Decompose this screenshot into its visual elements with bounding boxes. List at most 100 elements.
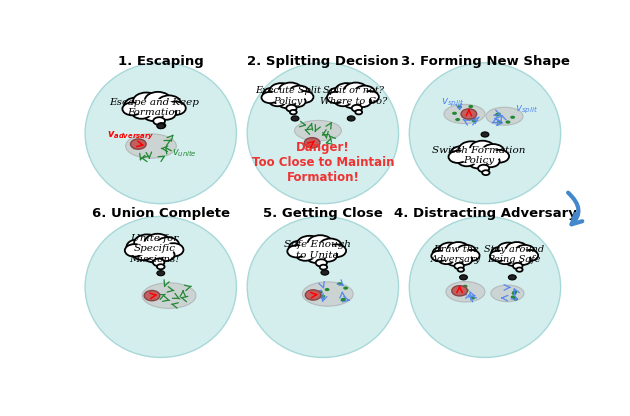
- Circle shape: [153, 117, 165, 125]
- Text: Danger!
Too Close to Maintain
Formation!: Danger! Too Close to Maintain Formation!: [251, 141, 394, 184]
- Circle shape: [498, 243, 519, 257]
- Circle shape: [464, 289, 469, 292]
- Circle shape: [439, 243, 461, 257]
- Circle shape: [495, 113, 500, 116]
- Circle shape: [438, 254, 454, 264]
- Ellipse shape: [85, 63, 236, 204]
- Circle shape: [261, 92, 278, 103]
- Circle shape: [157, 271, 164, 276]
- Circle shape: [450, 146, 472, 160]
- Circle shape: [287, 245, 306, 258]
- Circle shape: [134, 234, 160, 251]
- Circle shape: [289, 86, 309, 99]
- Circle shape: [508, 275, 516, 280]
- Circle shape: [482, 170, 490, 175]
- Circle shape: [328, 88, 348, 101]
- Ellipse shape: [135, 240, 175, 258]
- Ellipse shape: [446, 282, 485, 302]
- FancyArrowPatch shape: [568, 193, 582, 224]
- Circle shape: [319, 238, 341, 253]
- Ellipse shape: [336, 89, 370, 104]
- Circle shape: [335, 95, 352, 106]
- Circle shape: [512, 290, 517, 293]
- Ellipse shape: [498, 248, 530, 262]
- Circle shape: [505, 121, 510, 124]
- Circle shape: [133, 92, 159, 110]
- Text: 3. Forming New Shape: 3. Forming New Shape: [401, 54, 570, 68]
- Circle shape: [144, 250, 163, 262]
- Circle shape: [432, 251, 447, 261]
- Circle shape: [447, 255, 463, 266]
- Text: 5. Getting Close: 5. Getting Close: [263, 207, 383, 220]
- Ellipse shape: [302, 282, 353, 306]
- Circle shape: [156, 248, 175, 261]
- Circle shape: [320, 265, 327, 270]
- Circle shape: [513, 297, 518, 301]
- Circle shape: [343, 97, 361, 108]
- Circle shape: [122, 102, 142, 115]
- Circle shape: [452, 112, 457, 115]
- Ellipse shape: [486, 107, 523, 125]
- Circle shape: [490, 251, 506, 261]
- Circle shape: [326, 244, 346, 257]
- Ellipse shape: [491, 285, 524, 302]
- Ellipse shape: [410, 216, 561, 357]
- Circle shape: [290, 110, 297, 114]
- Circle shape: [481, 155, 500, 167]
- Circle shape: [452, 286, 467, 296]
- Text: Unite for
Specific
Missions!: Unite for Specific Missions!: [129, 234, 180, 264]
- Ellipse shape: [295, 120, 341, 141]
- Circle shape: [306, 290, 321, 300]
- Circle shape: [263, 88, 283, 101]
- Circle shape: [462, 285, 467, 288]
- Circle shape: [127, 240, 149, 254]
- Circle shape: [307, 251, 325, 263]
- Text: $\bfit{v}_{adversary}$: $\bfit{v}_{adversary}$: [107, 130, 154, 143]
- Circle shape: [449, 151, 467, 163]
- Circle shape: [343, 287, 348, 290]
- Circle shape: [153, 259, 164, 266]
- Circle shape: [469, 156, 487, 168]
- Circle shape: [347, 116, 355, 121]
- Circle shape: [321, 270, 329, 275]
- Circle shape: [132, 106, 151, 119]
- Circle shape: [459, 141, 484, 158]
- Circle shape: [460, 275, 467, 280]
- Circle shape: [291, 116, 299, 121]
- Circle shape: [512, 292, 517, 295]
- Ellipse shape: [142, 283, 196, 308]
- Circle shape: [497, 254, 513, 264]
- Circle shape: [125, 244, 144, 257]
- Circle shape: [165, 102, 186, 115]
- Circle shape: [455, 118, 460, 121]
- Circle shape: [478, 165, 489, 172]
- Circle shape: [144, 290, 160, 301]
- Circle shape: [156, 237, 179, 252]
- Ellipse shape: [410, 63, 561, 204]
- Circle shape: [522, 250, 538, 261]
- Circle shape: [289, 241, 311, 255]
- Ellipse shape: [270, 89, 305, 104]
- Ellipse shape: [85, 216, 236, 357]
- Text: $v_{unite}$: $v_{unite}$: [171, 148, 197, 159]
- Circle shape: [295, 91, 314, 103]
- Circle shape: [496, 112, 501, 116]
- Circle shape: [319, 250, 337, 262]
- Circle shape: [145, 92, 171, 109]
- Circle shape: [345, 82, 367, 98]
- Circle shape: [461, 292, 465, 295]
- Circle shape: [289, 96, 306, 107]
- Circle shape: [341, 299, 345, 302]
- Text: $v_{split}$: $v_{split}$: [441, 96, 465, 109]
- Circle shape: [157, 124, 164, 129]
- Ellipse shape: [247, 63, 399, 204]
- Text: Draw the
Adversary: Draw the Adversary: [431, 245, 481, 264]
- Circle shape: [505, 255, 522, 266]
- Circle shape: [270, 83, 293, 98]
- Circle shape: [511, 295, 515, 299]
- Text: Safe Enough
to Unite: Safe Enough to Unite: [284, 240, 350, 260]
- Text: Split or not?
Where to Go?: Split or not? Where to Go?: [319, 87, 387, 106]
- Ellipse shape: [444, 104, 485, 124]
- Circle shape: [516, 267, 523, 272]
- Circle shape: [134, 248, 152, 260]
